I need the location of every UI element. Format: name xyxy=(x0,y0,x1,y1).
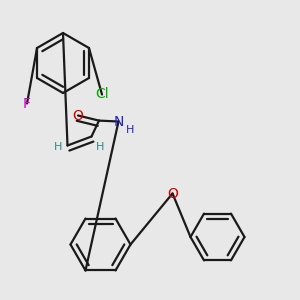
Text: O: O xyxy=(167,187,178,200)
Text: O: O xyxy=(73,109,83,122)
Text: H: H xyxy=(54,142,63,152)
Text: F: F xyxy=(23,97,31,110)
Text: H: H xyxy=(125,124,134,135)
Text: H: H xyxy=(96,142,105,152)
Text: N: N xyxy=(113,115,124,128)
Text: Cl: Cl xyxy=(95,88,109,101)
